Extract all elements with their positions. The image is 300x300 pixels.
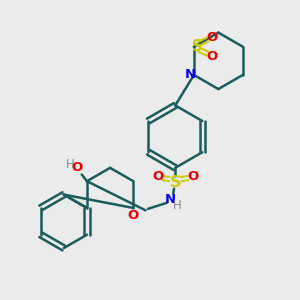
Text: S: S: [192, 39, 203, 54]
Text: N: N: [184, 68, 196, 81]
Text: O: O: [71, 161, 82, 174]
Text: H: H: [173, 199, 182, 212]
Text: O: O: [187, 170, 198, 183]
Text: S: S: [169, 175, 181, 190]
Text: O: O: [207, 31, 218, 44]
Text: O: O: [207, 50, 218, 63]
Text: H: H: [66, 158, 74, 171]
Text: O: O: [128, 209, 139, 222]
Text: N: N: [165, 194, 176, 206]
Text: O: O: [152, 170, 164, 183]
